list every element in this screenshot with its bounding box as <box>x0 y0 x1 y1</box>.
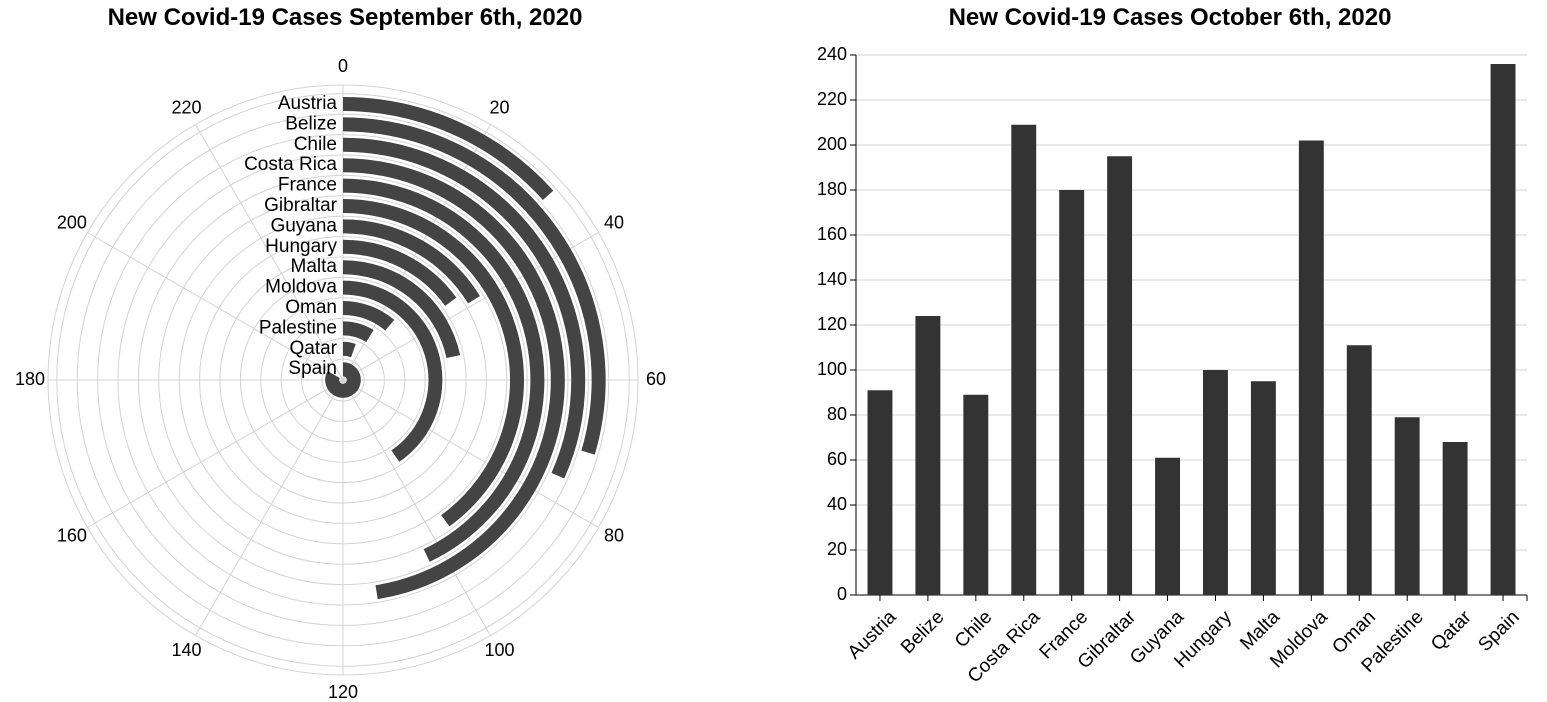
radial-tick-label: 40 <box>604 212 624 232</box>
y-tick-label: 20 <box>827 539 847 559</box>
radial-tick-label: 140 <box>171 640 201 660</box>
radial-bar-chile <box>342 137 586 479</box>
radial-bar-guyana <box>342 219 480 304</box>
radial-label-costa-rica: Costa Rica <box>244 154 337 175</box>
radial-spoke <box>195 379 344 636</box>
radial-spoke <box>195 124 344 381</box>
radial-spoke <box>342 379 491 636</box>
x-tick-label-qatar: Qatar <box>1427 606 1476 655</box>
radial-label-austria: Austria <box>278 93 338 114</box>
bar-hungary <box>1203 370 1228 595</box>
y-tick-label: 80 <box>827 404 847 424</box>
radial-label-palestine: Palestine <box>259 317 337 338</box>
y-tick-label: 60 <box>827 449 847 469</box>
y-tick-label: 100 <box>817 359 847 379</box>
x-tick-label-spain: Spain <box>1474 607 1523 656</box>
bars <box>867 64 1516 595</box>
y-tick-label: 240 <box>817 44 847 64</box>
bar-gibraltar <box>1107 156 1133 595</box>
radial-tick-label: 80 <box>604 525 624 545</box>
radial-bar-chart: 0 20 40 60 80 100 120 140 160 180 200 220 AustriaBel… <box>15 56 666 702</box>
y-tick-label: 200 <box>817 134 847 154</box>
radial-label-moldova: Moldova <box>265 277 337 298</box>
radial-tick-label: 0 <box>338 56 348 76</box>
y-tick-label: 40 <box>827 494 847 514</box>
y-tick-label: 220 <box>817 89 847 109</box>
radial-spoke <box>342 232 599 381</box>
radial-grid <box>47 84 639 676</box>
radial-tick-label: 100 <box>484 640 514 660</box>
radial-label-oman: Oman <box>285 297 337 318</box>
radial-bar-malta <box>342 260 461 359</box>
radial-spoke <box>342 379 599 528</box>
y-tick-label: 140 <box>817 269 847 289</box>
radial-tick-label: 180 <box>15 369 45 389</box>
radial-label-guyana: Guyana <box>270 215 337 236</box>
radial-label-malta: Malta <box>291 256 338 277</box>
radial-bar-gibraltar <box>342 199 524 527</box>
y-tick-label: 120 <box>817 314 847 334</box>
radial-label-gibraltar: Gibraltar <box>264 195 338 216</box>
bar-malta <box>1250 381 1276 595</box>
radial-tick-label: 200 <box>57 212 87 232</box>
radial-label-qatar: Qatar <box>289 338 337 359</box>
bar-grid <box>856 54 1527 551</box>
radial-label-hungary: Hungary <box>265 236 337 257</box>
bar-costa-rica <box>1011 124 1037 595</box>
radial-tick-label: 120 <box>328 682 358 702</box>
bar-oman <box>1346 345 1372 595</box>
radial-spoke <box>87 232 344 381</box>
bar-guyana <box>1155 457 1180 595</box>
bar-chart-title: New Covid-19 Cases October 6th, 2020 <box>948 4 1392 31</box>
radial-bars <box>325 97 606 600</box>
bar-austria <box>867 390 893 595</box>
radial-label-belize: Belize <box>285 113 337 134</box>
y-tick-label: 0 <box>837 584 847 604</box>
radial-chart-title: New Covid-19 Cases September 6th, 2020 <box>107 4 583 31</box>
bar-palestine <box>1394 417 1420 595</box>
radial-bar-palestine <box>342 321 374 343</box>
y-tick-label: 180 <box>817 179 847 199</box>
bar-moldova <box>1298 140 1324 595</box>
x-tick-label-austria: Austria <box>844 606 901 663</box>
radial-tick-label: 20 <box>489 98 509 118</box>
bar-spain <box>1490 64 1516 595</box>
radial-bar-spain <box>325 362 361 398</box>
radial-bar-moldova <box>342 280 443 462</box>
radial-bar-hungary <box>342 239 457 306</box>
radial-bar-costa-rica <box>342 158 565 600</box>
radial-bar-france <box>342 178 545 562</box>
bar-chart: 0 20 40 60 80 100 120 140 160 180 200 220 240 Austria… <box>817 44 1528 687</box>
x-tick-label-belize: Belize <box>897 607 948 658</box>
radial-tick-label: 220 <box>171 98 201 118</box>
radial-bar-belize <box>342 117 606 455</box>
bar-chile <box>963 394 989 595</box>
radial-label-france: France <box>278 175 337 196</box>
radial-label-chile: Chile <box>294 134 337 155</box>
bar-france <box>1059 190 1085 595</box>
y-tick-label: 160 <box>817 224 847 244</box>
radial-bar-austria <box>342 97 554 201</box>
radial-label-spain: Spain <box>288 358 337 379</box>
radial-tick-label: 160 <box>57 525 87 545</box>
bar-qatar <box>1442 442 1468 595</box>
radial-bar-oman <box>342 301 395 331</box>
radial-bar-qatar <box>342 341 356 358</box>
radial-spoke <box>87 379 344 528</box>
radial-tick-label: 60 <box>646 369 666 389</box>
bar-belize <box>915 316 941 595</box>
